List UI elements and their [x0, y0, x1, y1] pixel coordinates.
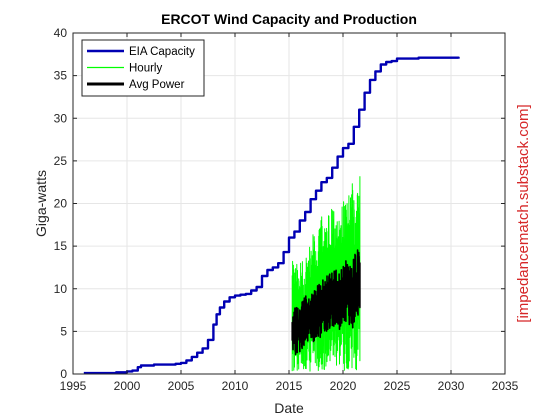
x-tick-label: 2020 — [330, 379, 357, 393]
x-tick-label: 2000 — [114, 379, 141, 393]
y-tick-label: 15 — [54, 239, 68, 253]
x-tick-label: 2005 — [168, 379, 195, 393]
x-tick-label: 2030 — [438, 379, 465, 393]
series-layer — [83, 56, 460, 375]
x-tick-label: 2015 — [276, 379, 303, 393]
x-tick-label: 2025 — [384, 379, 411, 393]
legend: EIA Capacity Hourly Avg Power — [81, 39, 205, 97]
y-tick-label: 35 — [54, 69, 68, 83]
watermark-text: [impedancematch.substack.com] — [515, 104, 532, 322]
chart-title: ERCOT Wind Capacity and Production — [161, 11, 417, 27]
y-tick-label: 25 — [54, 154, 68, 168]
x-tick-label: 2035 — [492, 379, 519, 393]
x-axis-title: Date — [274, 400, 304, 416]
y-tick-label: 30 — [54, 111, 68, 125]
legend-label-hourly: Hourly — [129, 63, 162, 75]
y-axis-title: Giga-watts — [33, 170, 49, 237]
y-tick-label: 0 — [60, 367, 67, 381]
y-tick-label: 20 — [54, 197, 68, 211]
axes-layer: 1995 2000 2005 2010 2015 2020 2025 2030 20350510… — [54, 26, 519, 393]
y-tick-label: 5 — [60, 324, 67, 338]
series-band-avg-power — [291, 249, 361, 356]
legend-label-avg-power: Avg Power — [129, 79, 185, 91]
legend-label-eia-capacity: EIA Capacity — [129, 46, 195, 58]
x-tick-label: 1995 — [60, 379, 87, 393]
x-tick-label: 2010 — [222, 379, 249, 393]
series-line-eia-capacity — [83, 56, 460, 375]
y-tick-label: 40 — [54, 26, 68, 40]
y-tick-label: 10 — [54, 282, 68, 296]
labels-layer: ERCOT Wind Capacity and Production Date … — [33, 11, 532, 416]
